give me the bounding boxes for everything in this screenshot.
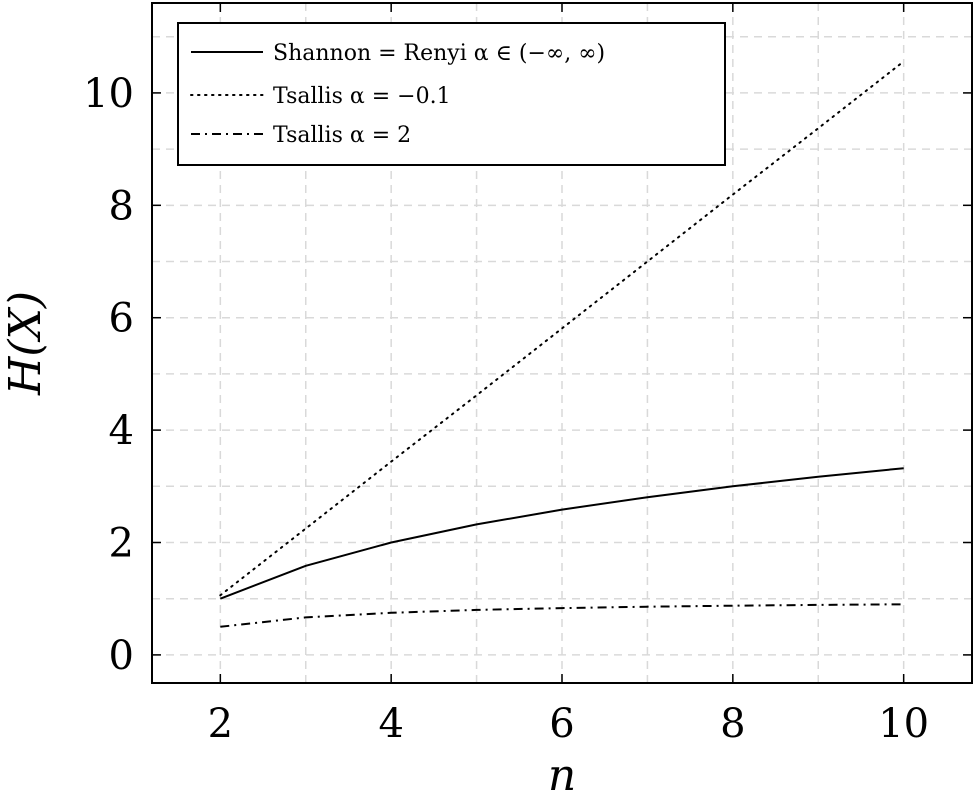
x-tick-label: 4	[378, 701, 403, 747]
x-axis-label: n	[548, 750, 576, 793]
x-tick-label: 8	[720, 701, 745, 747]
y-tick-label: 8	[109, 183, 134, 229]
series-line-0	[219, 467, 904, 600]
y-axis-label: H(X)	[0, 291, 51, 396]
legend-label-tsallis-2: Tsallis α = 2	[273, 123, 411, 148]
y-tick-label: 10	[83, 71, 134, 117]
series-lines	[219, 60, 905, 628]
series-line-1	[219, 60, 905, 597]
x-tick-label: 10	[878, 701, 929, 747]
x-tick-label: 6	[549, 701, 574, 747]
axis-ticks	[152, 3, 972, 683]
legend: Shannon = Renyi α ∈ (−∞, ∞) Tsallis α = …	[177, 22, 726, 166]
y-tick-label: 0	[109, 633, 134, 679]
x-tick-label: 2	[208, 701, 233, 747]
tick-labels: 2 4 6 8 10 0 2 4 6 8 10	[83, 71, 929, 747]
series-line-2	[220, 603, 904, 628]
legend-label-tsallis-neg: Tsallis α = −0.1	[273, 84, 451, 109]
y-tick-label: 2	[109, 521, 134, 567]
y-tick-label: 4	[109, 408, 134, 454]
legend-label-shannon: Shannon = Renyi α ∈ (−∞, ∞)	[273, 41, 605, 66]
legend-box	[177, 22, 726, 166]
y-tick-label: 6	[109, 296, 134, 342]
